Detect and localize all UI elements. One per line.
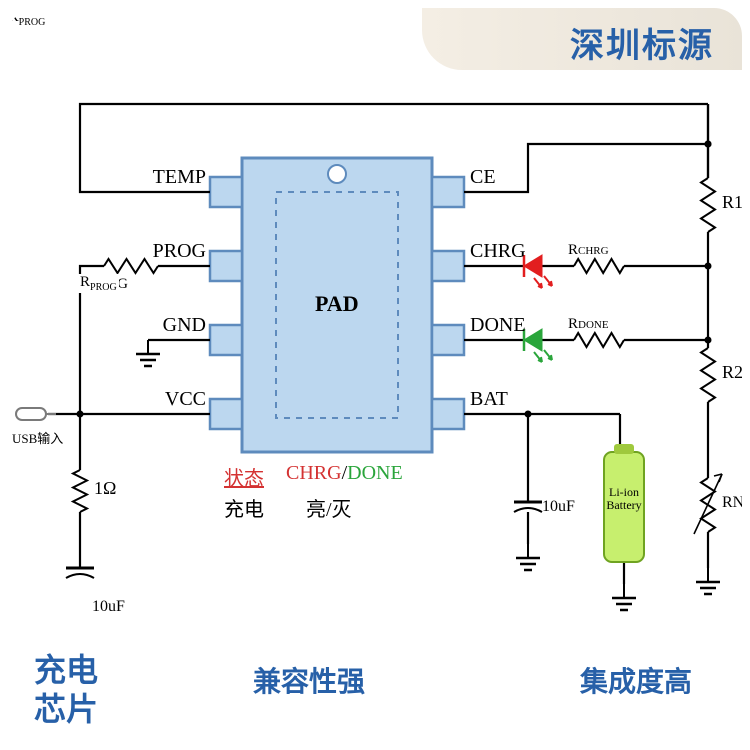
bottom-strip: 充电芯片 兼容性强 集成度高 (8, 630, 742, 742)
tag-mid: 兼容性强 (253, 660, 365, 700)
tag-right: 集成度高 (580, 660, 692, 700)
tag-left: 充电芯片 (34, 651, 98, 728)
status-table: 状态 CHRG/DONE 充电 亮/灭 (224, 462, 403, 522)
